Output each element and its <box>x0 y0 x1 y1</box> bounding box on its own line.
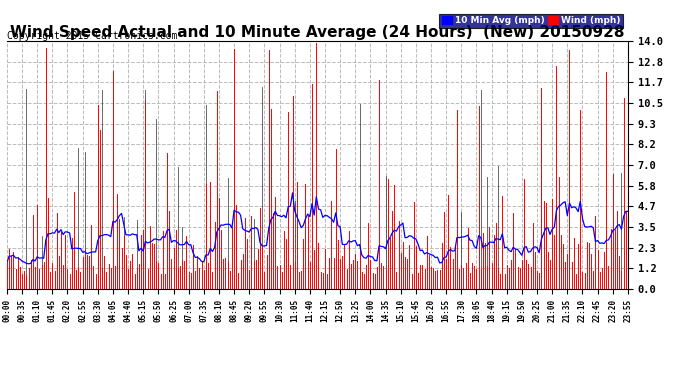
Text: Copyright 2015 Cartronics.com: Copyright 2015 Cartronics.com <box>7 32 177 41</box>
Legend: 10 Min Avg (mph), Wind (mph): 10 Min Avg (mph), Wind (mph) <box>439 13 623 28</box>
Title: Wind Speed Actual and 10 Minute Average (24 Hours)  (New) 20150928: Wind Speed Actual and 10 Minute Average … <box>10 25 624 40</box>
